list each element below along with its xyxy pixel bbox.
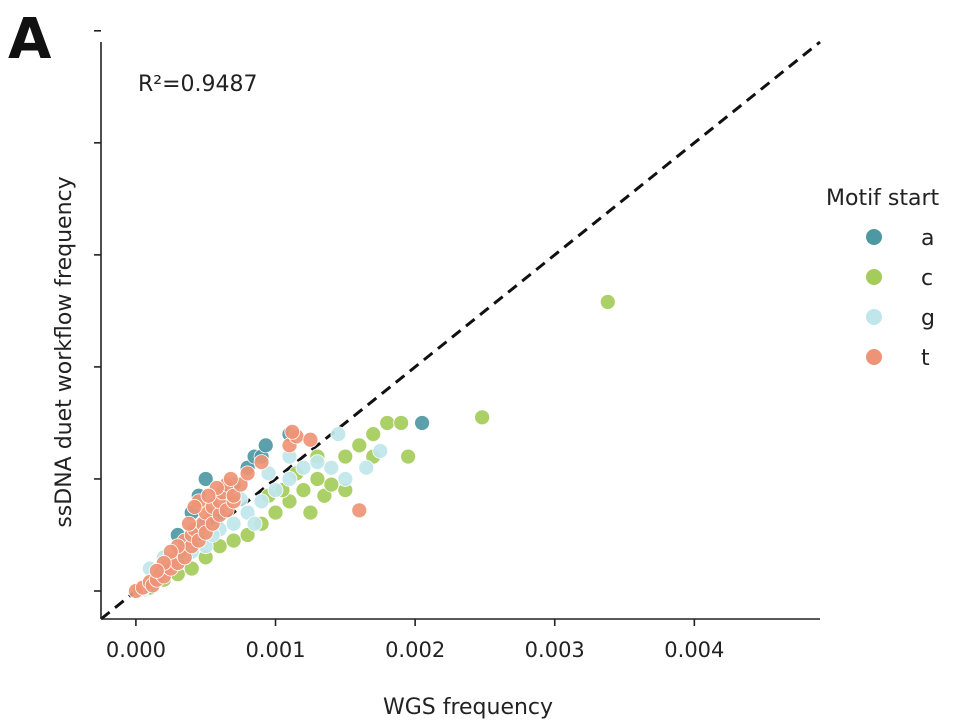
- data-point-c: [337, 448, 354, 465]
- series-t: [128, 423, 368, 599]
- data-point-c: [400, 448, 417, 465]
- series-c: [132, 294, 616, 598]
- legend-label: t: [921, 346, 930, 371]
- data-point-g: [225, 515, 242, 532]
- data-point-g: [295, 459, 312, 476]
- x-axis-ticks: 0.000 0.001 0.002 0.003 0.004: [106, 619, 724, 662]
- data-point-a: [414, 415, 431, 431]
- x-tick-label: 0.000: [106, 638, 166, 662]
- data-points: [128, 294, 616, 599]
- data-point-g: [246, 515, 263, 532]
- axes: 0.000 0.001 0.002 0.003 0.004: [94, 29, 820, 662]
- legend-marker-g: [866, 309, 882, 325]
- data-point-a: [197, 471, 214, 487]
- y-axis-ticks: [94, 29, 101, 592]
- data-point-c: [351, 437, 368, 454]
- data-point-c: [309, 471, 326, 487]
- legend-item-g: g: [866, 306, 935, 331]
- data-point-c: [267, 504, 284, 521]
- data-point-c: [183, 560, 200, 577]
- data-point-g: [372, 443, 389, 459]
- data-point-g: [358, 459, 375, 476]
- legend-title: Motif start: [826, 186, 940, 211]
- data-point-a: [257, 437, 274, 454]
- data-point-c: [365, 426, 382, 443]
- data-point-t: [181, 515, 197, 532]
- data-point-c: [599, 294, 616, 310]
- data-point-g: [309, 454, 326, 471]
- data-point-t: [222, 471, 239, 487]
- legend-marker-a: [866, 229, 882, 245]
- panel-label: A: [8, 7, 52, 72]
- data-point-t: [253, 454, 270, 471]
- data-point-c: [379, 415, 396, 431]
- r-squared-annotation: R²=0.9487: [138, 72, 258, 97]
- data-point-c: [393, 415, 410, 431]
- data-point-t: [162, 543, 179, 560]
- legend-item-a: a: [866, 226, 934, 251]
- data-point-t: [239, 465, 256, 482]
- x-tick-label: 0.001: [245, 638, 305, 662]
- data-point-g: [330, 426, 347, 443]
- legend-item-t: t: [866, 346, 930, 371]
- plot-area: [100, 40, 821, 621]
- legend-label: c: [921, 266, 933, 291]
- data-point-c: [225, 532, 242, 549]
- data-point-c: [323, 476, 340, 493]
- data-point-g: [281, 471, 298, 487]
- data-point-g: [323, 459, 340, 476]
- data-point-t: [351, 502, 368, 519]
- legend-item-c: c: [866, 266, 933, 291]
- legend-label: a: [921, 226, 934, 251]
- data-point-c: [474, 409, 491, 426]
- legend-marker-t: [866, 349, 882, 365]
- data-point-t: [284, 423, 301, 440]
- data-point-g: [267, 482, 284, 499]
- x-tick-label: 0.002: [385, 638, 445, 662]
- data-point-g: [253, 493, 270, 510]
- y-axis-label: ssDNA duet workflow frequency: [52, 176, 77, 527]
- data-point-c: [295, 482, 312, 499]
- data-point-t: [148, 562, 165, 579]
- data-point-t: [176, 549, 193, 566]
- data-point-t: [186, 499, 203, 515]
- x-tick-label: 0.003: [525, 638, 585, 662]
- legend-marker-c: [866, 269, 882, 285]
- data-point-t: [225, 487, 242, 504]
- data-point-c: [281, 493, 298, 510]
- data-point-c: [302, 504, 319, 521]
- data-point-g: [337, 471, 354, 487]
- data-point-g: [260, 465, 277, 482]
- x-axis-label: WGS frequency: [383, 695, 553, 720]
- data-point-c: [316, 487, 333, 504]
- x-tick-label: 0.004: [664, 638, 724, 662]
- data-point-t: [200, 487, 217, 504]
- data-point-c: [239, 527, 256, 543]
- data-point-g: [239, 504, 256, 521]
- data-point-t: [302, 431, 319, 448]
- legend-label: g: [921, 306, 935, 331]
